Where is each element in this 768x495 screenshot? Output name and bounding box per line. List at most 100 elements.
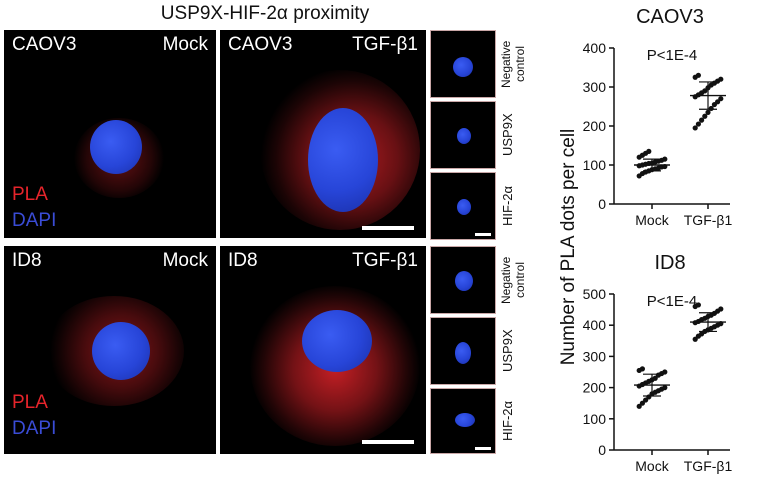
data-point	[718, 96, 724, 102]
data-point	[708, 325, 714, 331]
data-point	[636, 163, 642, 169]
data-point	[649, 160, 655, 166]
data-point	[636, 403, 642, 409]
label-usp9x: USP9X	[500, 113, 515, 157]
scale-bar	[362, 440, 414, 444]
data-point	[695, 318, 702, 325]
y-tick-label: 200	[583, 118, 607, 134]
cell-line-label: ID8	[228, 250, 258, 271]
data-point	[649, 391, 655, 397]
cell-line-label: CAOV3	[12, 34, 77, 55]
data-point	[646, 148, 652, 154]
nucleus	[453, 57, 473, 77]
data-point	[702, 328, 708, 335]
thumb-caov3-usp9x	[430, 101, 496, 169]
data-point	[639, 162, 646, 168]
thumb-caov3-hif	[430, 172, 496, 240]
data-point	[652, 375, 658, 381]
data-point	[711, 80, 718, 86]
cell-line-label: ID8	[12, 250, 42, 271]
y-tick-label: 0	[598, 442, 606, 458]
data-point	[718, 76, 724, 82]
legend-dapi: DAPI	[12, 210, 57, 231]
label-hif: HIF-2α	[500, 401, 515, 442]
data-point	[695, 72, 702, 78]
nucleus	[455, 413, 475, 427]
p-value-annotation: P<1E-4	[647, 47, 697, 64]
legend-pla: PLA	[12, 392, 48, 413]
data-point	[695, 333, 702, 339]
label-hif: HIF-2α	[500, 186, 515, 227]
data-point	[662, 385, 668, 391]
data-point	[643, 150, 649, 156]
data-point	[705, 85, 711, 91]
nucleus	[92, 322, 150, 380]
data-point	[692, 336, 698, 342]
data-point	[639, 170, 646, 177]
thumb-id8-negative	[430, 246, 496, 314]
data-point	[718, 321, 724, 327]
y-tick-label: 300	[583, 348, 607, 364]
data-point	[711, 324, 718, 330]
panel-id8-tgf: ID8 TGF-β1	[220, 246, 426, 454]
data-point	[715, 322, 721, 328]
data-point	[655, 388, 662, 394]
nucleus	[457, 199, 471, 215]
panel-caov3-mock: CAOV3 Mock PLA DAPI	[4, 30, 216, 238]
data-point	[695, 302, 702, 308]
data-point	[705, 313, 711, 320]
condition-label: TGF-β1	[352, 250, 418, 271]
data-point	[646, 378, 652, 384]
y-tick-label: 0	[598, 196, 606, 212]
condition-label: Mock	[162, 34, 208, 55]
data-point	[708, 82, 714, 88]
data-point	[705, 327, 711, 333]
x-tick-label: Mock	[635, 458, 669, 474]
data-point	[711, 310, 718, 316]
nucleus	[457, 128, 471, 144]
condition-label: Mock	[162, 250, 208, 271]
nucleus	[302, 310, 372, 372]
data-point	[639, 400, 646, 406]
data-point	[695, 92, 702, 98]
y-tick-label: 300	[583, 79, 607, 95]
data-point	[636, 367, 642, 374]
data-point	[652, 159, 658, 165]
nucleus	[308, 108, 378, 212]
legend-dapi: DAPI	[12, 418, 57, 439]
data-point	[652, 389, 658, 395]
y-axis-label: Number of PLA dots per cell	[558, 128, 579, 366]
y-tick-label: 400	[583, 40, 607, 56]
data-point	[702, 113, 708, 119]
nucleus	[455, 342, 471, 364]
data-point	[643, 161, 649, 167]
data-point	[662, 369, 668, 375]
y-tick-label: 200	[583, 380, 607, 396]
data-point	[639, 152, 646, 158]
data-point	[715, 78, 721, 84]
nucleus	[455, 271, 473, 291]
x-tick-label: TGF-β1	[684, 212, 733, 228]
y-tick-label: 500	[583, 286, 607, 302]
data-point	[699, 90, 705, 96]
label-negative-control: Negative control	[499, 40, 527, 88]
panel-id8-mock: ID8 Mock PLA DAPI	[4, 246, 216, 454]
data-point	[646, 394, 652, 400]
data-point	[711, 101, 718, 108]
nucleus	[90, 120, 142, 174]
thumb-id8-usp9x	[430, 317, 496, 385]
data-point	[662, 163, 668, 170]
data-point	[692, 125, 698, 131]
data-point	[639, 366, 646, 372]
data-point	[659, 164, 665, 170]
label-negative-control: Negative control	[499, 256, 527, 304]
data-point	[652, 166, 658, 172]
y-tick-label: 100	[583, 411, 607, 427]
y-tick-label: 100	[583, 157, 607, 173]
scale-bar	[475, 447, 491, 450]
data-point	[699, 331, 705, 337]
data-point	[715, 308, 721, 314]
data-point	[715, 99, 721, 105]
data-point	[655, 372, 662, 378]
x-tick-label: Mock	[635, 212, 669, 228]
